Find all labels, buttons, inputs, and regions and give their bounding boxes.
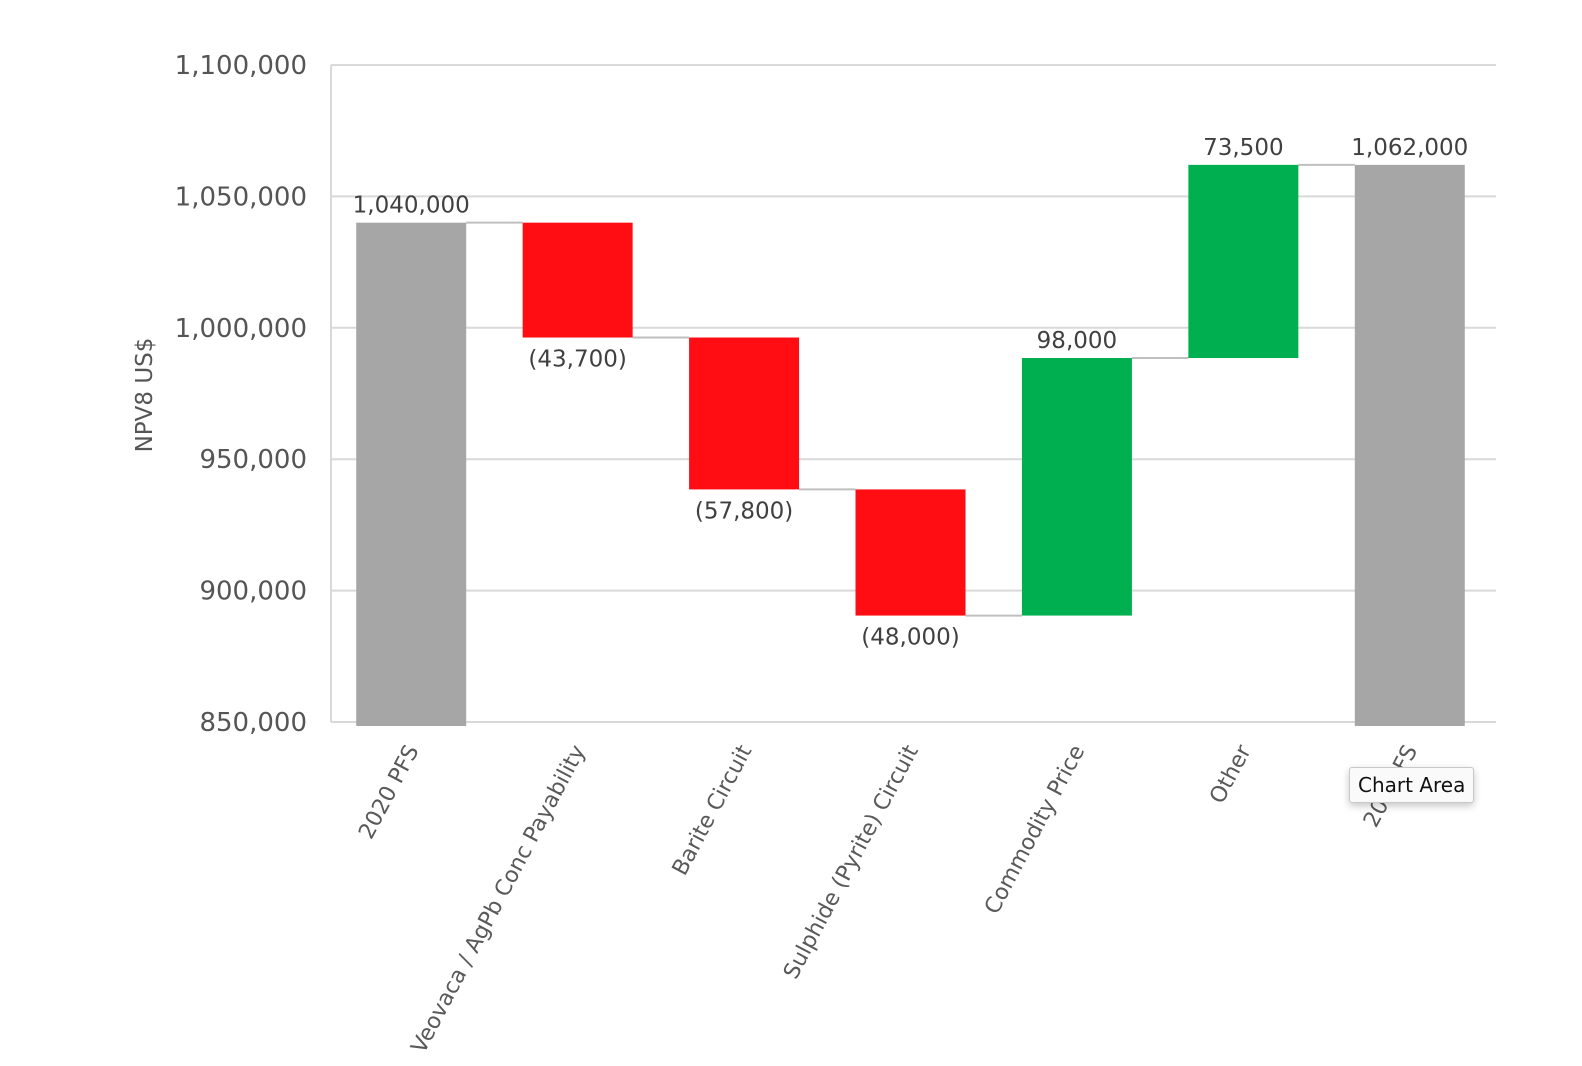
bar-increase xyxy=(1188,164,1299,359)
data-labels: 1,040,000 (43,700) (57,800) (48,000) 98,000 7… xyxy=(353,135,1469,651)
x-category-label: Sulphide (Pyrite) Circuit xyxy=(779,741,924,984)
x-category-label: Other xyxy=(1205,740,1257,808)
y-tick-label: 900,000 xyxy=(199,577,307,607)
x-category-label: Barite Circuit xyxy=(668,741,758,880)
y-tick-label: 950,000 xyxy=(199,445,307,475)
connectors xyxy=(466,163,1355,617)
bar-decrease xyxy=(689,337,800,490)
y-axis-ticks: 850,000 900,000 950,000 1,000,000 1,050,000 1… xyxy=(175,51,307,738)
x-category-label: Veovaca / AgPb Conc Payability xyxy=(407,741,591,1057)
bar-total xyxy=(356,222,467,726)
data-label: (57,800) xyxy=(695,498,793,524)
y-tick-label: 1,000,000 xyxy=(175,314,307,344)
data-label: (43,700) xyxy=(528,347,626,373)
gridlines xyxy=(330,64,1496,723)
y-tick-label: 1,050,000 xyxy=(175,182,307,212)
bar-decrease xyxy=(522,222,633,338)
data-label: 1,040,000 xyxy=(353,193,470,219)
data-label: (48,000) xyxy=(861,625,959,651)
y-tick-label: 850,000 xyxy=(199,708,307,738)
data-label: 98,000 xyxy=(1037,328,1117,354)
bar-total xyxy=(1354,164,1465,726)
bar-increase xyxy=(1021,358,1132,616)
bar-decrease xyxy=(855,489,966,616)
data-label: 73,500 xyxy=(1203,135,1283,161)
y-axis-title: NPV8 US$ xyxy=(132,338,158,453)
bars xyxy=(356,164,1465,726)
y-tick-label: 1,100,000 xyxy=(175,51,307,81)
x-category-label: 2020 PFS xyxy=(354,741,424,843)
data-label: 1,062,000 xyxy=(1351,135,1468,161)
chart-area-tooltip: Chart Area xyxy=(1349,767,1475,803)
x-category-label: Commodity Price xyxy=(980,741,1090,918)
